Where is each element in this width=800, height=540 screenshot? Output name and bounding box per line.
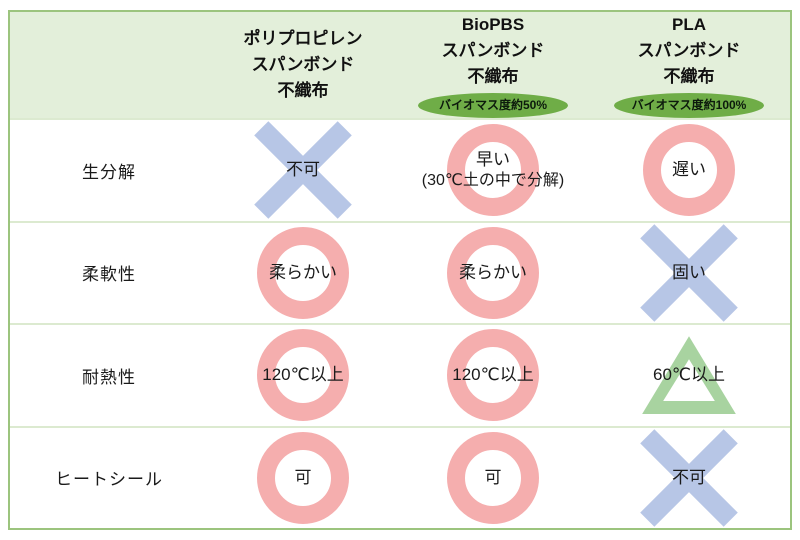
title-line: スパンボンド — [441, 41, 545, 60]
column-title-biopbs: BioPBS スパンボンド 不織布 — [442, 12, 545, 90]
row-label-heat-resistance: 耐熱性 — [10, 323, 208, 426]
cell-text: 120℃以上 — [262, 365, 344, 385]
table-cell: 可 — [398, 425, 588, 529]
cell-value: 可 — [295, 467, 312, 489]
row-label-biodegradability: 生分解 — [10, 118, 208, 221]
table-cell: 柔らかい — [208, 220, 398, 324]
cell-value: 柔らかい — [269, 262, 337, 284]
table-cell: 柔らかい — [398, 220, 588, 324]
cell-text: 可 — [294, 467, 312, 487]
cell-text: 60℃以上 — [652, 365, 725, 385]
cell-text: 固い — [672, 262, 706, 282]
table-cell: 早い (30℃土の中で分解) — [398, 118, 588, 221]
cell-text: 遅い — [672, 160, 706, 180]
table-cell: 可 — [208, 425, 398, 529]
title-line: スパンボンド — [251, 55, 355, 74]
cell-text: 不可 — [286, 160, 320, 180]
cell-text: 不可 — [672, 467, 706, 487]
title-line: 不織布 — [663, 67, 715, 86]
title-line: 不織布 — [277, 81, 329, 100]
table-cell: 固い — [588, 220, 790, 324]
table-cell: 不可 — [208, 118, 398, 221]
material-comparison-table: ポリプロピレン スパンボンド 不織布 BioPBS スパンボンド 不織布 バイオ… — [8, 10, 792, 530]
cell-value: 固い — [672, 262, 706, 284]
row-label-heat-seal: ヒートシール — [10, 425, 208, 529]
table-cell: 120℃以上 — [208, 323, 398, 426]
cell-text: 可 — [484, 467, 502, 487]
biomass-badge-100: バイオマス度約100% — [614, 93, 764, 118]
table-cell: 60℃以上 — [588, 323, 790, 426]
cell-value: 不可 — [672, 467, 706, 489]
table-cell: 不可 — [588, 425, 790, 529]
column-title-polypropylene: ポリプロピレン スパンボンド 不織布 — [244, 26, 363, 104]
row-label-flexibility: 柔軟性 — [10, 220, 208, 324]
cell-text: 柔らかい — [459, 262, 527, 282]
title-line: ポリプロピレン — [243, 29, 363, 48]
cell-value: 120℃以上 — [262, 364, 343, 386]
column-title-pla: PLA スパンボンド 不織布 — [638, 12, 741, 90]
cell-text: 早い — [476, 149, 510, 169]
cell-text: 柔らかい — [269, 262, 337, 282]
cell-value: 遅い — [672, 159, 706, 181]
header-cell-polypropylene: ポリプロピレン スパンボンド 不織布 — [208, 12, 398, 118]
cell-value: 60℃以上 — [653, 364, 725, 386]
cell-value: 不可 — [286, 159, 320, 181]
header-cell-pla: PLA スパンボンド 不織布 バイオマス度約100% — [588, 12, 790, 118]
table-cell: 遅い — [588, 118, 790, 221]
title-line: BioPBS — [461, 15, 525, 34]
cell-value: 早い (30℃土の中で分解) — [422, 149, 564, 192]
title-line: PLA — [671, 15, 706, 34]
title-line: スパンボンド — [637, 41, 741, 60]
header-cell-empty — [10, 12, 208, 118]
cell-text: 120℃以上 — [452, 365, 534, 385]
cell-value: 柔らかい — [459, 262, 527, 284]
title-line: 不織布 — [467, 67, 519, 86]
table-cell: 120℃以上 — [398, 323, 588, 426]
biomass-badge-50: バイオマス度約50% — [418, 93, 568, 118]
cell-subtext: (30℃土の中で分解) — [421, 171, 565, 189]
cell-value: 可 — [485, 467, 502, 489]
cell-value: 120℃以上 — [452, 364, 533, 386]
header-cell-biopbs: BioPBS スパンボンド 不織布 バイオマス度約50% — [398, 12, 588, 118]
